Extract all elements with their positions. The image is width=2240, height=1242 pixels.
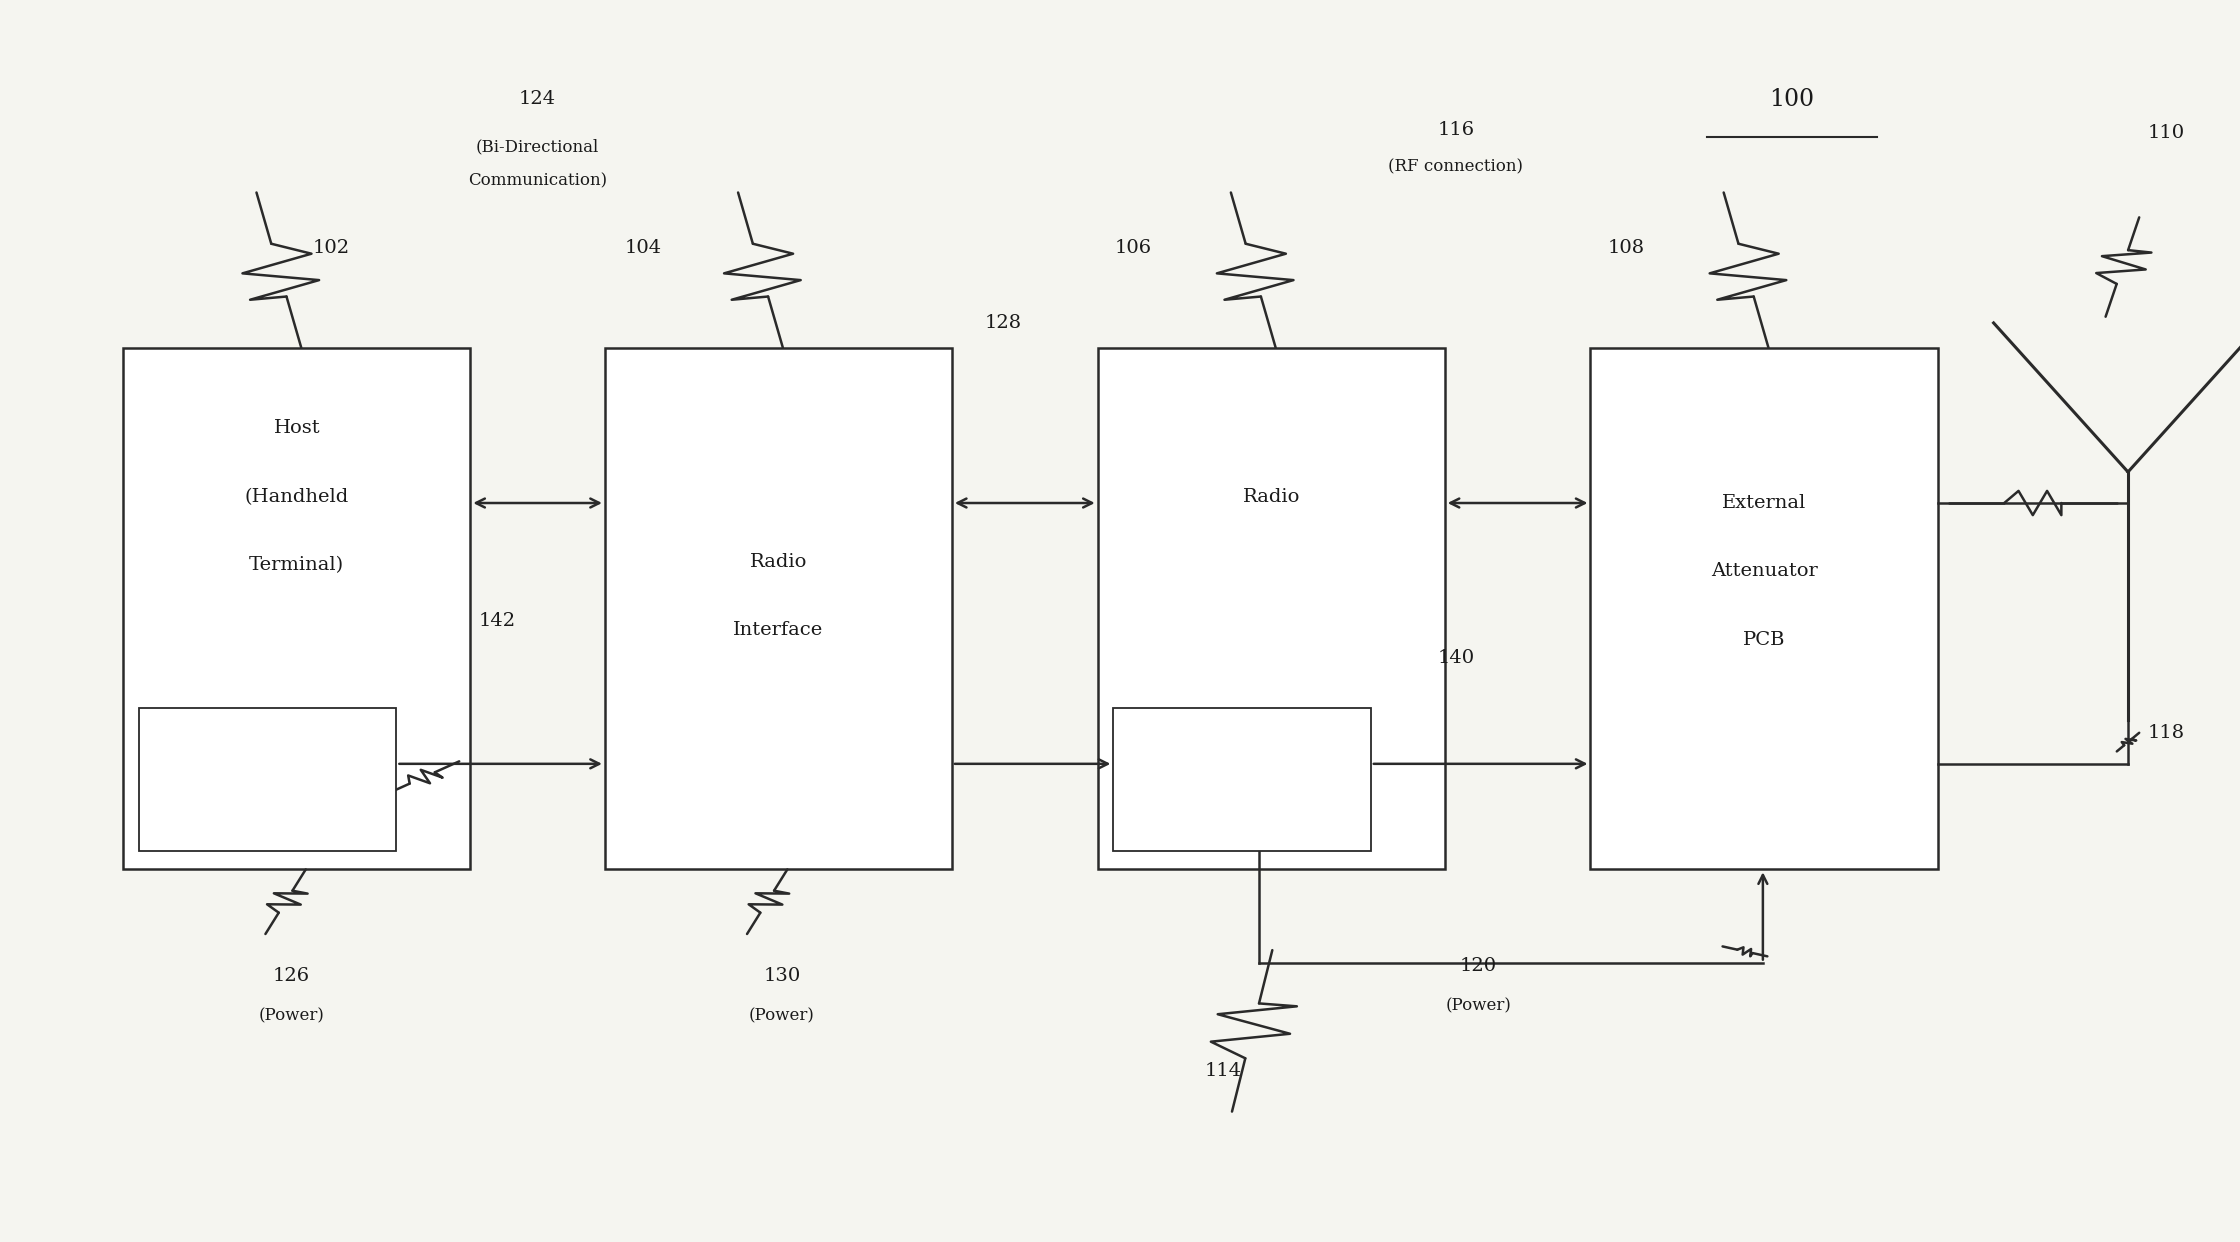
Text: (RF connection): (RF connection) bbox=[1389, 158, 1523, 175]
Bar bbox=[1590, 348, 1938, 869]
Text: 110: 110 bbox=[2148, 124, 2184, 142]
Text: 100: 100 bbox=[1770, 88, 1814, 111]
Text: 142: 142 bbox=[479, 612, 515, 630]
Text: PCB: PCB bbox=[1743, 631, 1785, 648]
Text: Host: Host bbox=[273, 420, 320, 437]
Text: (Bi-Directional: (Bi-Directional bbox=[475, 138, 600, 155]
Text: 140: 140 bbox=[1438, 650, 1474, 667]
Text: 130: 130 bbox=[764, 968, 800, 985]
Text: 124: 124 bbox=[520, 91, 556, 108]
Text: (Power): (Power) bbox=[258, 1007, 325, 1025]
Bar bbox=[1098, 348, 1445, 869]
Bar bbox=[123, 348, 470, 869]
Text: 114: 114 bbox=[1205, 1062, 1241, 1079]
Text: External: External bbox=[1723, 494, 1805, 512]
Bar bbox=[1113, 708, 1371, 851]
Text: Terminal): Terminal) bbox=[249, 556, 345, 574]
Text: Interface: Interface bbox=[732, 621, 824, 640]
Text: 120: 120 bbox=[1460, 958, 1496, 975]
Text: Radio: Radio bbox=[750, 553, 806, 571]
Text: 108: 108 bbox=[1608, 240, 1644, 257]
Text: (Power): (Power) bbox=[1445, 997, 1512, 1015]
Text: (Handheld: (Handheld bbox=[244, 488, 349, 505]
Text: 104: 104 bbox=[625, 240, 661, 257]
Text: Radio: Radio bbox=[1243, 488, 1299, 505]
Text: Attenuator: Attenuator bbox=[1711, 563, 1817, 580]
Text: 128: 128 bbox=[986, 314, 1021, 332]
Text: 102: 102 bbox=[314, 240, 349, 257]
Text: (Power): (Power) bbox=[748, 1007, 815, 1025]
Bar bbox=[605, 348, 952, 869]
Text: 106: 106 bbox=[1116, 240, 1151, 257]
Text: 118: 118 bbox=[2148, 724, 2184, 741]
Text: 126: 126 bbox=[273, 968, 309, 985]
Text: Communication): Communication) bbox=[468, 173, 607, 190]
Text: 116: 116 bbox=[1438, 122, 1474, 139]
Bar bbox=[139, 708, 396, 851]
